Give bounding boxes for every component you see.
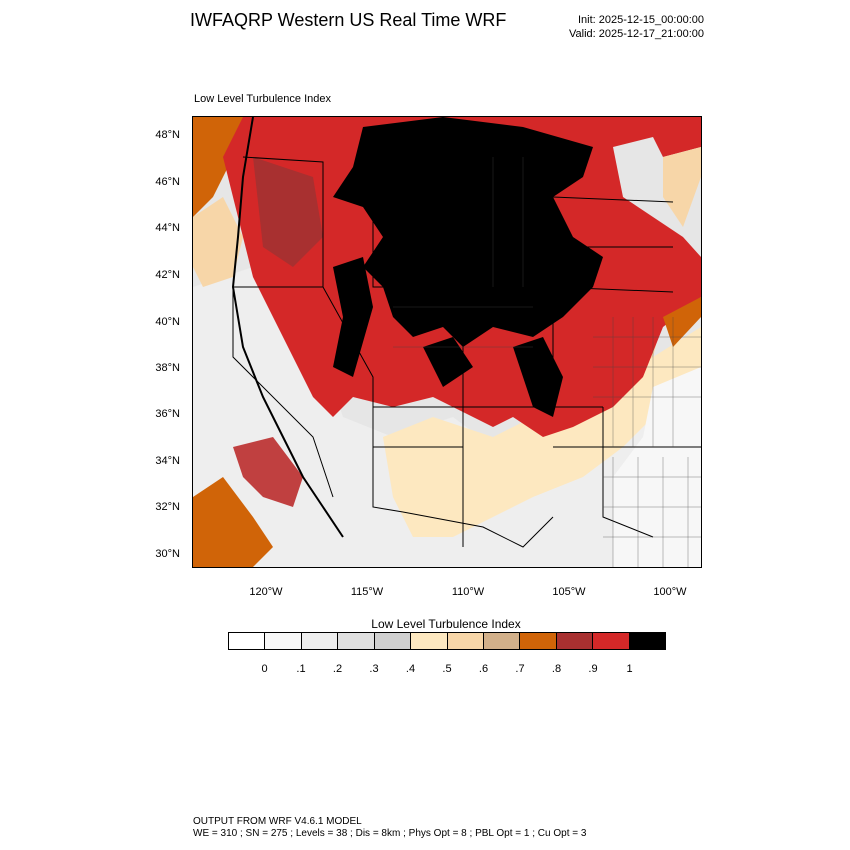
lon-label-100: 100°W — [653, 586, 687, 598]
lat-label-30: 30°N — [155, 548, 180, 560]
colorbar-swatch — [229, 633, 266, 649]
turbulence-map — [192, 116, 702, 568]
lat-label-40: 40°N — [155, 316, 180, 328]
colorbar-title: Low Level Turbulence Index — [371, 617, 521, 631]
lat-label-34: 34°N — [155, 455, 180, 467]
colorbar-swatch — [447, 633, 484, 649]
colorbar-tick-label: .1 — [296, 663, 306, 675]
colorbar-swatch — [411, 633, 448, 649]
colorbar-swatch — [374, 633, 412, 649]
colorbar-swatch — [556, 633, 594, 649]
lat-label-44: 44°N — [155, 222, 180, 234]
panel-title: Low Level Turbulence Index — [194, 93, 331, 105]
colorbar-swatch — [520, 633, 557, 649]
colorbar-swatch — [338, 633, 375, 649]
lat-label-36: 36°N — [155, 408, 180, 420]
colorbar-swatch — [629, 633, 666, 649]
lon-label-115: 115°W — [350, 586, 384, 598]
lon-label-110: 110°W — [451, 586, 485, 598]
lat-label-38: 38°N — [155, 362, 180, 374]
colorbar — [228, 632, 666, 650]
colorbar-tick-label: .6 — [478, 663, 489, 675]
model-info-line-2: WE = 310 ; SN = 275 ; Levels = 38 ; Dis … — [193, 828, 587, 839]
colorbar-tick-label: .3 — [369, 663, 379, 675]
lon-label-120: 120°W — [249, 586, 283, 598]
colorbar-tick-label: .2 — [332, 663, 343, 675]
colorbar-swatch — [265, 633, 302, 649]
valid-time-label: Valid: 2025-12-17_21:00:00 — [569, 28, 704, 40]
lon-label-105: 105°W — [552, 586, 586, 598]
colorbar-tick-label: .5 — [442, 663, 452, 675]
lat-label-32: 32°N — [155, 501, 180, 513]
colorbar-tick-label: 0 — [261, 663, 268, 675]
colorbar-swatch — [593, 633, 630, 649]
colorbar-tick-label: .7 — [515, 663, 525, 675]
colorbar-tick-label: .4 — [405, 663, 416, 675]
colorbar-tick-label: .8 — [551, 663, 562, 675]
colorbar-tick-label: .9 — [588, 663, 598, 675]
colorbar-swatch — [301, 633, 339, 649]
lat-label-42: 42°N — [155, 269, 180, 281]
lat-label-48: 48°N — [155, 129, 180, 141]
main-title: IWFAQRP Western US Real Time WRF — [190, 10, 507, 30]
colorbar-swatch — [483, 633, 521, 649]
init-time-label: Init: 2025-12-15_00:00:00 — [578, 14, 704, 26]
colorbar-tick-label: 1 — [626, 663, 633, 675]
model-info-line-1: OUTPUT FROM WRF V4.6.1 MODEL — [193, 816, 362, 827]
turbulence-field-svg — [193, 117, 701, 567]
lat-label-46: 46°N — [155, 176, 180, 188]
